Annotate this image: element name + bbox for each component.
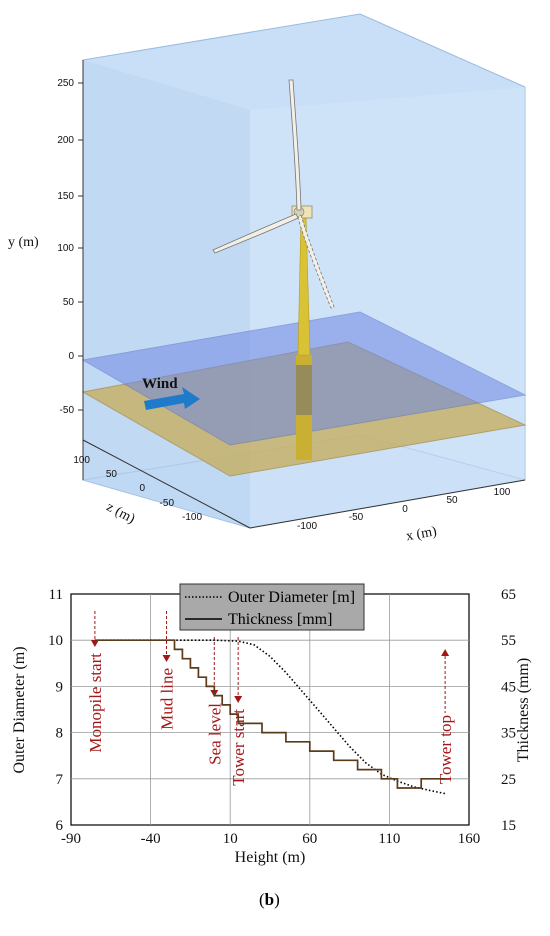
y-right-tick-label: 45 xyxy=(501,679,516,695)
z-axis-label-3d: z (m) xyxy=(104,500,138,527)
y-tick-label-3d: 50 xyxy=(63,297,75,308)
blade-left xyxy=(212,213,299,254)
y-axis-label-3d: y (m) xyxy=(8,235,39,250)
series-line-thickness xyxy=(94,639,446,789)
y-left-tick-label: 9 xyxy=(56,679,64,695)
x-tick-label-3d: 50 xyxy=(446,495,458,506)
annotation-label: Monopile start xyxy=(86,653,105,753)
y-right-axis-label: Thickness (mm) xyxy=(515,658,532,762)
x-tick-labels: -90 -40 10 60 110 160 xyxy=(61,831,480,847)
wind-arrow xyxy=(144,387,200,410)
y-tick-label-3d: -50 xyxy=(60,405,75,416)
y-tick-label-3d: 0 xyxy=(68,351,74,362)
y-left-tick-labels: 6 7 8 9 10 11 xyxy=(48,587,64,834)
blade-up xyxy=(288,79,302,211)
legend: Outer Diameter [m] Thickness [mm] xyxy=(179,583,365,631)
annotations: Monopile start Mud line Sea level Tower sta… xyxy=(86,611,455,786)
monopile-submerged-band xyxy=(296,365,312,415)
y-left-tick-label: 7 xyxy=(56,772,64,788)
x-tick-label-3d: 0 xyxy=(402,504,408,515)
y-right-tick-label: 65 xyxy=(501,587,516,603)
x-tick-label-3d: 100 xyxy=(494,487,511,498)
annotation-label: Sea level xyxy=(205,703,224,765)
z-tick-label-3d: -50 xyxy=(160,498,175,509)
plot-area xyxy=(70,593,470,826)
x-tick-label: -40 xyxy=(141,831,161,847)
annotation-arrowhead xyxy=(441,649,450,656)
annotation-label: Tower start xyxy=(229,709,248,786)
y-right-tick-labels: 15 25 35 45 55 65 xyxy=(501,587,516,834)
y-left-tick-label: 11 xyxy=(49,587,63,603)
annotation-arrowhead xyxy=(162,655,171,662)
y-left-tick-label: 8 xyxy=(56,726,64,742)
z-tick-label-3d: 0 xyxy=(139,483,145,494)
y-tick-label-3d: 250 xyxy=(57,78,74,89)
x-tick-label-3d: -100 xyxy=(297,521,317,532)
annotation-label: Tower top xyxy=(436,715,455,784)
x-tick-label: 60 xyxy=(302,831,317,847)
y-left-axis-label: Outer Diameter (m) xyxy=(11,646,28,773)
annotation-label: Mud line xyxy=(158,668,177,730)
annotation-arrowhead xyxy=(234,696,243,703)
x-axis-3d: -100 -50 0 50 100 x (m) xyxy=(249,479,526,544)
series-lines xyxy=(94,639,446,795)
x-tick-label: 160 xyxy=(458,831,481,847)
y-tick-label-3d: 200 xyxy=(57,135,74,146)
y-axis-3d: 250 200 150 100 50 0 -50 y (m) xyxy=(8,60,84,480)
z-tick-label-3d: 50 xyxy=(106,469,118,480)
legend-label-thickness: Thickness [mm] xyxy=(228,611,332,628)
z-tick-label-3d: 100 xyxy=(73,455,90,466)
x-axis-label: Height (m) xyxy=(235,849,306,866)
blade-right xyxy=(297,214,335,309)
z-tick-label-3d: -100 xyxy=(182,512,202,523)
y-right-tick-label: 55 xyxy=(501,633,516,649)
y-left-tick-label: 6 xyxy=(56,818,64,834)
y-left-tick-label: 10 xyxy=(48,633,63,649)
legend-label-diameter: Outer Diameter [m] xyxy=(228,589,355,606)
x-tick-label: 10 xyxy=(223,831,238,847)
annotation-arrowhead xyxy=(90,640,99,647)
x-tick-label: -90 xyxy=(61,831,81,847)
figure-b-chart: -90 -40 10 60 110 160 6 7 8 9 10 11 15 25 35 45 55 65 H… xyxy=(11,583,532,909)
y-right-tick-label: 25 xyxy=(501,772,516,788)
y-right-tick-label: 35 xyxy=(501,726,516,742)
y-tick-label-3d: 150 xyxy=(57,191,74,202)
wind-label: Wind xyxy=(142,376,178,392)
x-tick-label-3d: -50 xyxy=(349,512,364,523)
legend-box xyxy=(179,583,365,631)
caption-b: (b) xyxy=(259,890,280,909)
x-axis-label-3d: x (m) xyxy=(405,524,438,544)
y-right-tick-label: 15 xyxy=(501,818,516,834)
x-tick-label: 110 xyxy=(378,831,400,847)
y-tick-label-3d: 100 xyxy=(57,243,74,254)
